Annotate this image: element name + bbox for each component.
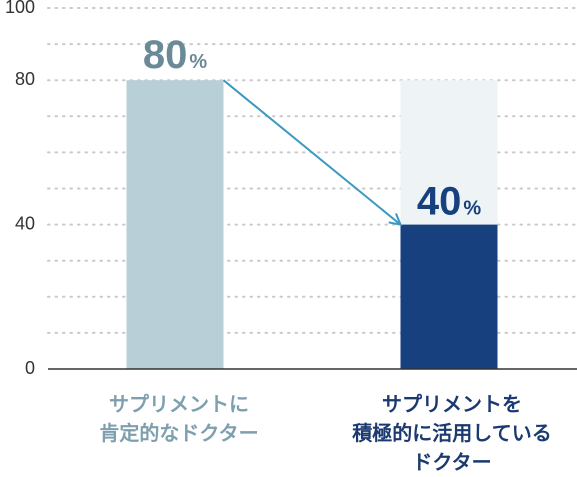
value-number: 40 (417, 180, 462, 224)
arrow-head (388, 213, 403, 226)
value-label-2: 40% (417, 180, 482, 224)
category-label-1-line-2: 肯定的なドクター (99, 421, 258, 445)
y-axis-ticks: 100 80 40 0 (5, 0, 35, 378)
bar-2 (400, 224, 498, 369)
value-number: 80 (143, 33, 188, 77)
decrease-arrow (222, 79, 403, 226)
value-label-1: 80% (143, 33, 208, 77)
value-unit: % (189, 51, 207, 73)
y-tick-label: 80 (15, 69, 35, 89)
bar-1 (126, 80, 224, 369)
category-label-1-line-1: サプリメントに (109, 392, 249, 416)
y-tick-label: 0 (25, 358, 35, 378)
y-tick-label: 100 (5, 0, 35, 17)
bars (126, 80, 498, 369)
y-tick-label: 40 (15, 213, 35, 233)
arrow-line (222, 79, 402, 226)
category-label-2-line-1: サプリメントを (382, 392, 522, 416)
value-labels: 80 %40% (143, 33, 482, 223)
category-label-2-line-3: ドクター (412, 450, 491, 474)
value-unit: % (463, 198, 481, 220)
category-label-2-line-2: 積極的に活用している (352, 421, 551, 445)
